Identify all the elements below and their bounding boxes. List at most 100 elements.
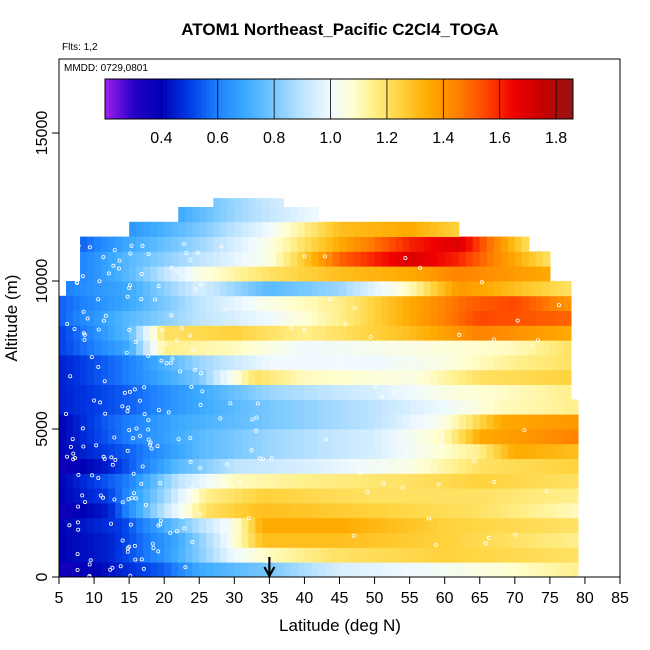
heatmap-cell <box>375 385 383 400</box>
altitude-band <box>59 562 579 577</box>
heatmap-cell <box>157 562 165 577</box>
heatmap-cell <box>297 444 305 459</box>
heatmap-cell <box>332 459 340 474</box>
heatmap-cell <box>347 266 355 281</box>
heatmap-cell <box>297 251 305 266</box>
colorbar-segment <box>538 79 542 119</box>
heatmap-cell <box>318 340 326 355</box>
heatmap-cell <box>262 266 270 281</box>
heatmap-cell <box>206 237 214 252</box>
chart-figure: ATOM1 Northeast_Pacific C2Cl4_TOGA Flts:… <box>0 0 650 650</box>
heatmap-cell <box>487 251 495 266</box>
heatmap-cell <box>403 266 411 281</box>
heatmap-cell <box>304 385 312 400</box>
heatmap-cell <box>241 547 249 562</box>
heatmap-cell <box>290 237 298 252</box>
heatmap-cell <box>466 562 474 577</box>
heatmap-cell <box>199 429 207 444</box>
heatmap-cell <box>255 488 263 503</box>
heatmap-cell <box>199 355 207 370</box>
heatmap-cell <box>325 503 333 518</box>
heatmap-cell <box>438 266 446 281</box>
heatmap-cell <box>115 503 123 518</box>
heatmap-cell <box>487 503 495 518</box>
heatmap-cell <box>543 355 551 370</box>
heatmap-cell <box>473 281 481 296</box>
heatmap-cell <box>101 281 109 296</box>
heatmap-cell <box>297 355 305 370</box>
heatmap-cell <box>431 473 439 488</box>
heatmap-cell <box>164 222 172 237</box>
heatmap-cell <box>368 340 376 355</box>
heatmap-cell <box>347 340 355 355</box>
heatmap-cell <box>150 503 158 518</box>
heatmap-cell <box>59 385 67 400</box>
heatmap-cell <box>269 414 277 429</box>
heatmap-cell <box>269 266 277 281</box>
heatmap-cell <box>129 547 137 562</box>
heatmap-cell <box>185 473 193 488</box>
heatmap-cell <box>564 414 572 429</box>
heatmap-cell <box>480 429 488 444</box>
heatmap-cell <box>480 414 488 429</box>
heatmap-cell <box>508 414 516 429</box>
heatmap-cell <box>94 281 102 296</box>
heatmap-cell <box>304 547 312 562</box>
heatmap-cell <box>262 198 270 207</box>
heatmap-cell <box>431 311 439 326</box>
colorbar-segment <box>526 79 530 119</box>
heatmap-cell <box>431 281 439 296</box>
heatmap-cell <box>473 399 481 414</box>
heatmap-cell <box>459 562 467 577</box>
heatmap-cell <box>157 385 165 400</box>
heatmap-cell <box>66 429 74 444</box>
heatmap-cell <box>297 562 305 577</box>
heatmap-cell <box>234 429 242 444</box>
heatmap-cell <box>354 222 362 237</box>
colorbar-segment <box>522 79 526 119</box>
colorbar-segment <box>421 79 425 119</box>
heatmap-cell <box>396 251 404 266</box>
heatmap-cell <box>487 429 495 444</box>
colorbar-segment <box>312 79 316 119</box>
heatmap-cell <box>508 533 516 548</box>
heatmap-cell <box>304 518 312 533</box>
heatmap-cell <box>143 385 151 400</box>
heatmap-cell <box>192 222 200 237</box>
heatmap-cell <box>557 311 565 326</box>
heatmap-cell <box>361 325 369 340</box>
heatmap-cell <box>87 533 95 548</box>
heatmap-cell <box>480 562 488 577</box>
heatmap-cell <box>136 459 144 474</box>
heatmap-cell <box>452 414 460 429</box>
heatmap-cell <box>227 385 235 400</box>
heatmap-cell <box>473 385 481 400</box>
heatmap-cell <box>269 488 277 503</box>
heatmap-cell <box>536 385 544 400</box>
heatmap-cell <box>73 562 81 577</box>
heatmap-cell <box>473 547 481 562</box>
heatmap-cell <box>283 547 291 562</box>
heatmap-cell <box>143 473 151 488</box>
heatmap-cell <box>459 296 467 311</box>
heatmap-cell <box>220 237 228 252</box>
heatmap-cell <box>487 547 495 562</box>
heatmap-cell <box>297 547 305 562</box>
heatmap-cell <box>332 325 340 340</box>
heatmap-cell <box>220 355 228 370</box>
heatmap-cell <box>255 370 263 385</box>
heatmap-cell <box>347 562 355 577</box>
heatmap-cell <box>59 355 67 370</box>
heatmap-cell <box>515 385 523 400</box>
altitude-band <box>59 473 579 488</box>
heatmap-cell <box>417 311 425 326</box>
heatmap-cell <box>361 518 369 533</box>
date-label: MMDD: 0729,0801 <box>64 63 148 74</box>
heatmap-cell <box>192 281 200 296</box>
heatmap-cell <box>466 459 474 474</box>
heatmap-cell <box>283 281 291 296</box>
heatmap-cell <box>101 429 109 444</box>
heatmap-cell <box>171 562 179 577</box>
heatmap-cell <box>550 488 558 503</box>
heatmap-cell <box>536 414 544 429</box>
